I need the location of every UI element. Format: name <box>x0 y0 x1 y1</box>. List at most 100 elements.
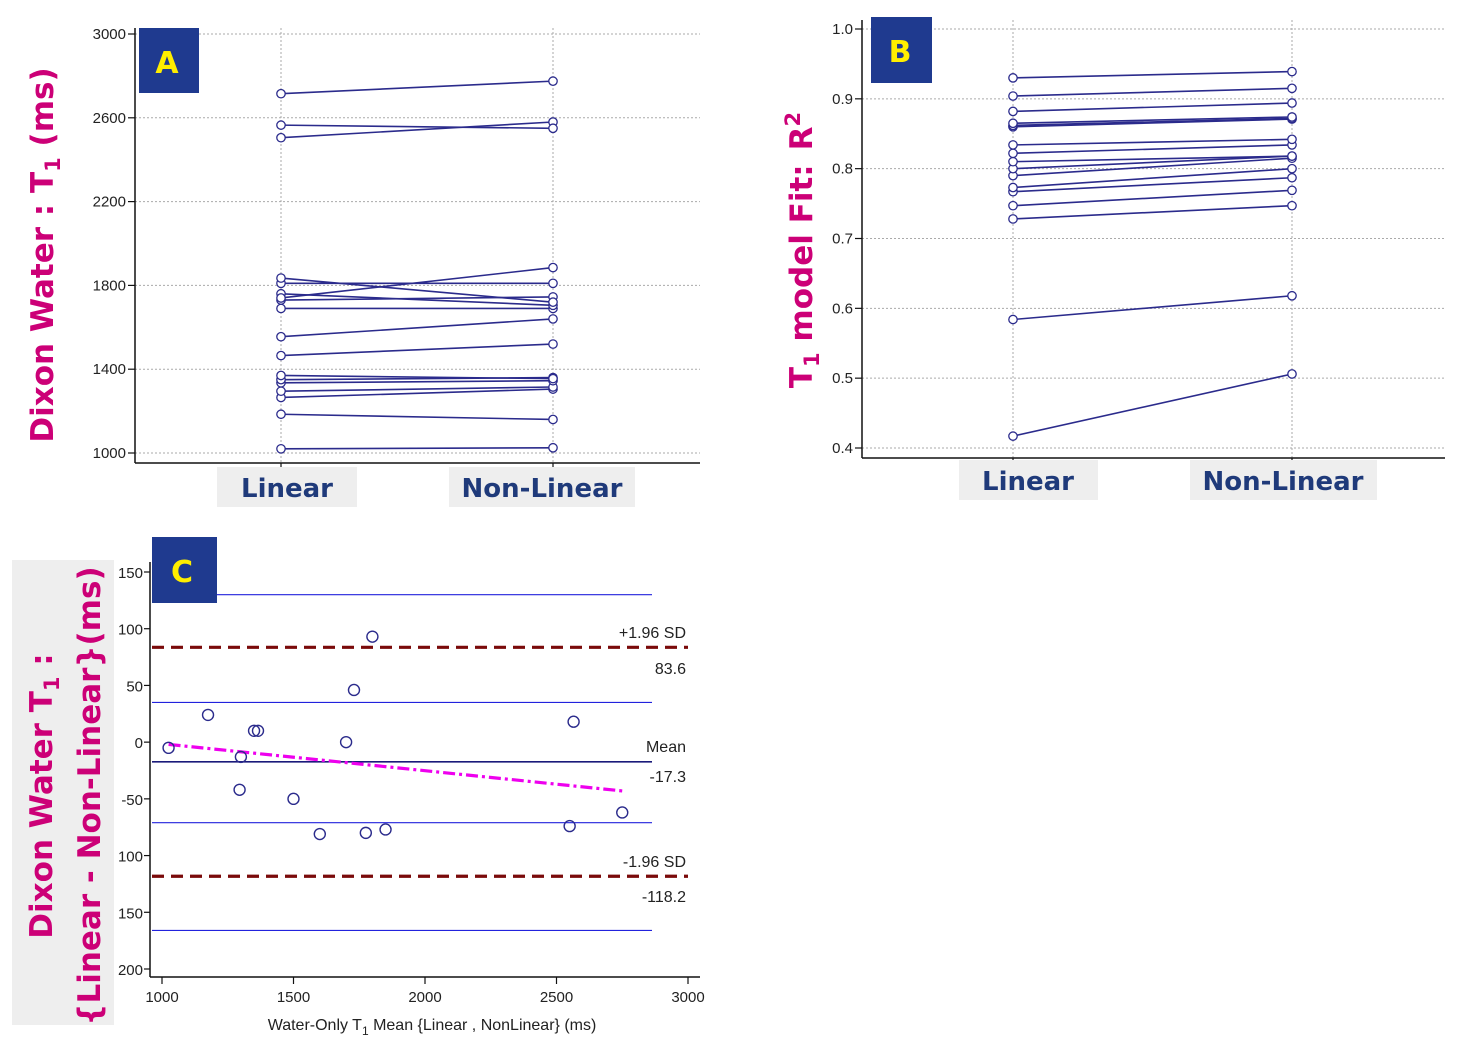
panel-b-point <box>1008 431 1018 441</box>
panel-b-point <box>1287 151 1297 161</box>
panel-b-point <box>1008 200 1018 211</box>
panel-b-series-line <box>1012 167 1293 189</box>
panel-a-series-line <box>280 124 554 130</box>
panel-a-series-line <box>280 413 554 421</box>
panel-b-point <box>1008 91 1018 101</box>
panel-c-badge-label: C <box>171 555 193 590</box>
panel-c-y-tick-label: 50 <box>126 678 143 695</box>
panel-a-point <box>548 414 558 425</box>
panel-a-point <box>276 386 286 397</box>
panel-c-point <box>287 792 300 806</box>
panel-a-point <box>276 303 286 314</box>
panel-c-point <box>313 827 326 841</box>
panel-a-point <box>548 123 558 134</box>
panel-a-tick-label: 2200 <box>93 194 126 211</box>
panel-c-x-tick-label: 1000 <box>145 989 178 1006</box>
panel-b-series-line <box>1012 155 1293 170</box>
panel-c-point <box>162 741 175 755</box>
panel-a-series-line <box>280 121 554 139</box>
panel-a-badge <box>139 28 199 93</box>
panel-b-series-line <box>1012 102 1293 113</box>
panel-b-tick-label: 0.7 <box>832 231 853 248</box>
panel-c-badge <box>152 537 217 603</box>
panel-c-point <box>251 724 265 737</box>
panel-c-point <box>616 806 629 819</box>
panel-a-point <box>276 331 286 342</box>
panel-c-point <box>339 735 353 749</box>
panel-c-y-tick-label: 150 <box>118 905 143 922</box>
panel-b-series-line <box>1012 70 1293 79</box>
panel-a-ticks: 1000 1400 1800 2200 2600 3000 <box>93 26 554 470</box>
panel-a-point <box>276 443 286 454</box>
panel-c-y-tick-label: 100 <box>118 622 143 639</box>
panel-a-grid <box>135 28 700 463</box>
panel-a-series-line <box>280 343 554 357</box>
panel-a-point <box>276 409 286 420</box>
panel-b-series-line <box>1012 117 1293 127</box>
panel-a-tick-label: 3000 <box>93 26 126 43</box>
panel-b-series-line <box>1012 138 1293 146</box>
panel-c-trend-line <box>168 742 623 793</box>
panel-a-point <box>548 373 558 384</box>
panel-a-tick-label: 1400 <box>93 361 126 378</box>
panel-a-series <box>276 76 558 454</box>
panel-a-tick-label: 2600 <box>93 110 126 127</box>
panel-b-series-line <box>1012 144 1293 155</box>
panel-b-y-axis-label: T1 model Fit:R2 <box>781 112 824 388</box>
panel-c-upper-loa-label: +1.96 SD <box>619 625 686 642</box>
panel-c-mean-label: Mean <box>646 739 686 756</box>
panel-b-point <box>1008 73 1018 83</box>
panel-c-y-tick-label: -50 <box>121 792 143 809</box>
panel-b-point <box>1008 118 1018 129</box>
panel-a-series-line <box>280 277 554 303</box>
panel-c-point <box>359 826 373 840</box>
panel-a-point <box>276 120 286 130</box>
panel-b-point <box>1008 148 1018 159</box>
panel-a-series-line <box>280 374 554 380</box>
panel-c-y-tick-label: 150 <box>118 565 143 582</box>
panel-a-y-axis-label: Dixon Water : T1 (ms) <box>25 67 65 442</box>
panel-a: 1000 1400 1800 2200 2600 3000 Linear Non-Line… <box>25 26 700 507</box>
panel-a-category-nonlinear: Non-Linear <box>462 474 623 504</box>
panel-c-point <box>563 819 576 833</box>
panel-c-lower-loa-label: -1.96 SD <box>623 854 686 871</box>
panel-b-category-box-linear <box>959 460 1098 500</box>
panel-a-tick-label: 1000 <box>93 445 126 462</box>
panel-c-x-tick-label: 1500 <box>277 989 310 1006</box>
panel-b-point <box>1008 314 1018 325</box>
panel-c-y-axis-label-line1: Dixon Water T1 : <box>24 653 64 938</box>
panel-b-point <box>1287 200 1297 211</box>
panel-a-point <box>548 297 558 308</box>
panel-b-series <box>1008 66 1297 441</box>
panel-a-point <box>548 339 558 349</box>
panel-b-series-line <box>1012 189 1293 207</box>
panel-b-point <box>1287 134 1297 145</box>
panel-a-point <box>276 350 286 361</box>
panel-b-ticks: 0.4 0.5 0.6 0.7 0.8 0.9 1.0 <box>832 21 1293 465</box>
panel-a-series-line <box>280 292 554 307</box>
panel-c-point <box>347 683 361 697</box>
panel-b-tick-label: 0.4 <box>832 440 853 457</box>
panel-b-tick-label: 0.6 <box>832 300 853 317</box>
panel-a-point <box>548 442 558 453</box>
panel-c-point <box>233 783 246 796</box>
panel-a-series-line <box>280 318 554 338</box>
panel-c-y-tick-label: 100 <box>118 849 143 866</box>
panel-c: Dixon Water T1 : {Linear - Non-Linear}(m… <box>12 537 705 1038</box>
panel-a-category-box-nonlinear <box>449 467 635 507</box>
panel-a-series-line <box>280 446 554 450</box>
panel-a-category-box-linear <box>217 467 357 507</box>
panel-c-x-axis-label: Water-Only T1 Mean {Linear , NonLinear} … <box>268 1017 597 1038</box>
panel-c-y-tick-label: 0 <box>135 735 143 752</box>
panel-c-y-axis-label-line2: {Linear - Non-Linear}(ms) <box>72 566 108 1025</box>
panel-c-upper-loa-value: 83.6 <box>655 661 686 678</box>
panel-a-point <box>276 273 286 283</box>
panel-b-tick-label: 0.5 <box>832 370 853 387</box>
panel-a-category-linear: Linear <box>241 474 333 504</box>
panel-b-category-nonlinear: Non-Linear <box>1203 467 1364 497</box>
panel-b-point <box>1287 290 1297 301</box>
panel-c-point <box>201 708 215 722</box>
panel-c-point <box>379 823 392 836</box>
